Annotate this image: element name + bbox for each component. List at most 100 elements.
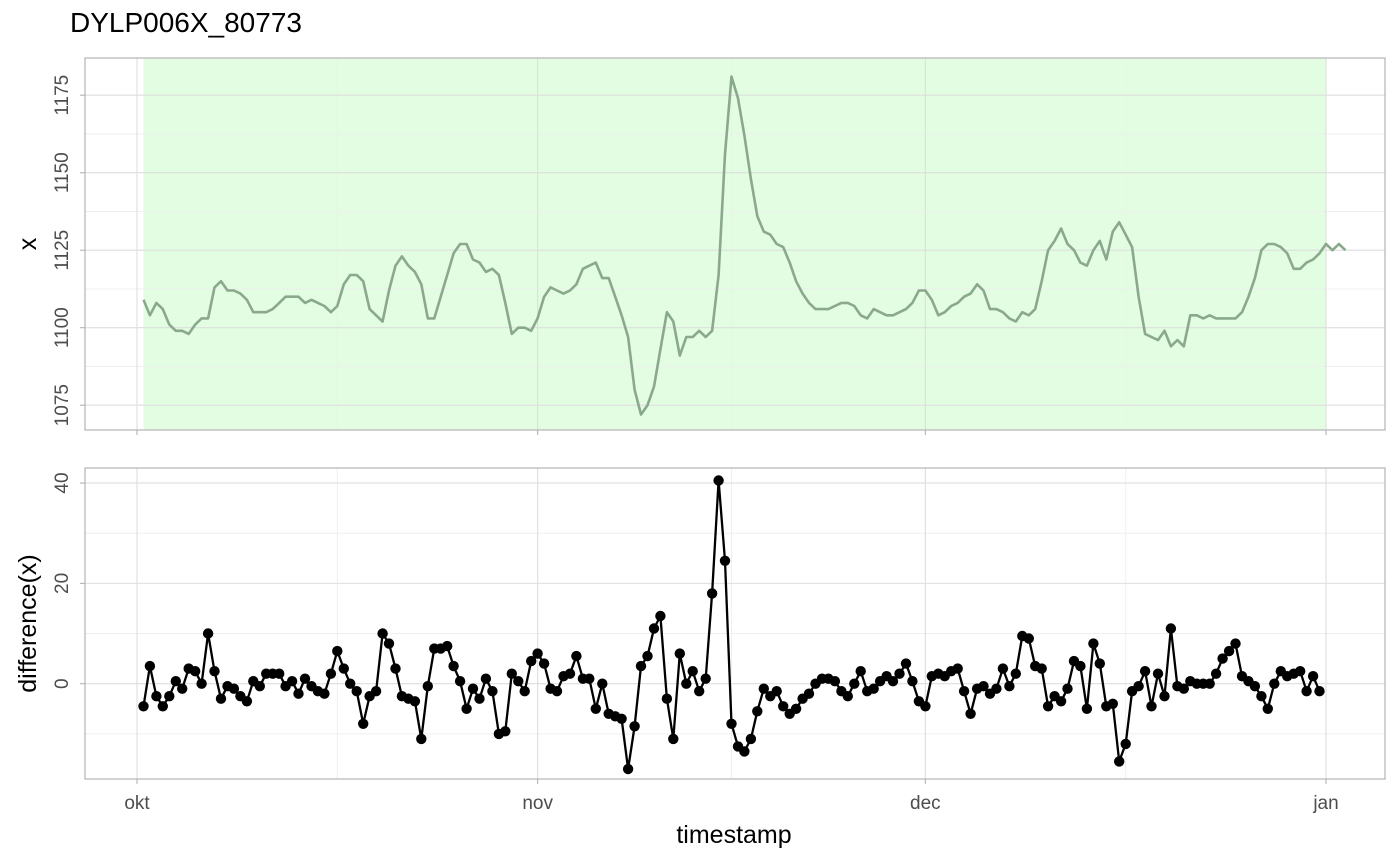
data-point	[1036, 663, 1047, 674]
panel-border	[84, 467, 1386, 780]
data-point	[1081, 703, 1093, 714]
data-point	[739, 746, 750, 757]
x-tick-label: nov	[522, 793, 553, 814]
data-point	[151, 691, 162, 702]
x-tick-label: dec	[910, 793, 941, 814]
data-point	[164, 691, 175, 702]
data-point	[448, 660, 459, 672]
data-point	[1133, 681, 1144, 692]
data-point	[571, 650, 582, 662]
data-point	[622, 763, 634, 775]
data-point	[390, 663, 401, 674]
data-point	[170, 676, 181, 687]
data-point	[726, 718, 737, 729]
data-point	[293, 688, 304, 699]
data-point	[584, 673, 595, 684]
data-point	[157, 701, 168, 712]
data-point	[345, 678, 356, 689]
data-point	[1204, 678, 1215, 689]
data-point	[1107, 698, 1119, 709]
data-point	[829, 676, 841, 687]
data-point	[442, 640, 453, 652]
data-point	[1139, 666, 1151, 677]
data-point	[254, 681, 265, 692]
data-point	[900, 658, 912, 669]
data-point	[1088, 638, 1099, 649]
y-axis-title: difference(x)	[14, 554, 42, 693]
data-point	[1159, 691, 1170, 702]
data-point	[351, 686, 362, 697]
data-point	[325, 668, 337, 679]
data-point	[299, 673, 311, 684]
data-point	[241, 696, 253, 707]
data-point	[370, 686, 382, 697]
data-point	[655, 610, 666, 622]
data-point	[590, 703, 601, 714]
data-point	[409, 696, 421, 707]
data-point	[138, 701, 149, 712]
data-point	[416, 733, 427, 745]
data-point	[894, 668, 905, 679]
data-point	[1062, 683, 1073, 694]
data-point	[952, 663, 963, 674]
data-point	[461, 703, 472, 714]
data-point	[202, 628, 214, 639]
data-point	[1010, 668, 1021, 679]
data-point	[1307, 671, 1319, 682]
data-point	[849, 678, 860, 689]
data-point	[144, 660, 156, 672]
data-point	[668, 733, 679, 745]
data-point	[1004, 681, 1015, 692]
data-point	[1262, 703, 1274, 714]
data-point	[1249, 681, 1261, 692]
data-point	[228, 683, 240, 694]
data-point	[209, 666, 220, 677]
y-tick-label: 1100	[52, 307, 73, 348]
data-point	[1301, 686, 1312, 697]
data-point	[1075, 660, 1086, 672]
data-point	[1146, 701, 1157, 712]
data-point	[532, 648, 543, 659]
data-point	[635, 660, 647, 672]
data-point	[1256, 691, 1267, 702]
data-point	[332, 645, 343, 657]
data-point	[196, 678, 207, 689]
data-point	[803, 688, 815, 699]
data-point	[661, 693, 673, 704]
data-point	[467, 683, 479, 694]
y-tick-label: 1150	[52, 152, 73, 193]
data-point	[506, 668, 517, 679]
chart-title: DYLP006X_80773	[70, 7, 302, 38]
data-point	[758, 683, 769, 694]
data-point	[319, 688, 330, 699]
data-point	[997, 663, 1009, 674]
data-point	[1165, 623, 1177, 634]
data-point	[519, 686, 530, 697]
data-point	[1217, 653, 1228, 664]
data-point	[474, 693, 485, 704]
data-point	[694, 686, 705, 697]
data-point	[706, 588, 718, 599]
data-point	[978, 681, 989, 692]
data-point	[771, 686, 782, 697]
data-point	[1094, 658, 1106, 669]
data-point	[215, 693, 227, 704]
shaded-region	[143, 58, 1327, 430]
data-point	[377, 628, 388, 639]
data-point	[338, 663, 349, 674]
data-point	[719, 555, 731, 566]
data-point	[616, 713, 627, 724]
data-point	[1210, 668, 1222, 679]
y-tick-label: 1175	[52, 75, 73, 116]
data-point	[190, 666, 201, 677]
data-point	[1269, 678, 1280, 689]
data-point	[790, 703, 802, 714]
data-point	[551, 686, 563, 697]
data-point	[868, 683, 879, 694]
data-point	[752, 706, 763, 717]
data-point	[383, 638, 395, 649]
y-tick-label: 1075	[52, 384, 73, 426]
data-point	[1314, 686, 1325, 697]
data-point	[1223, 645, 1235, 657]
data-point	[642, 650, 653, 662]
